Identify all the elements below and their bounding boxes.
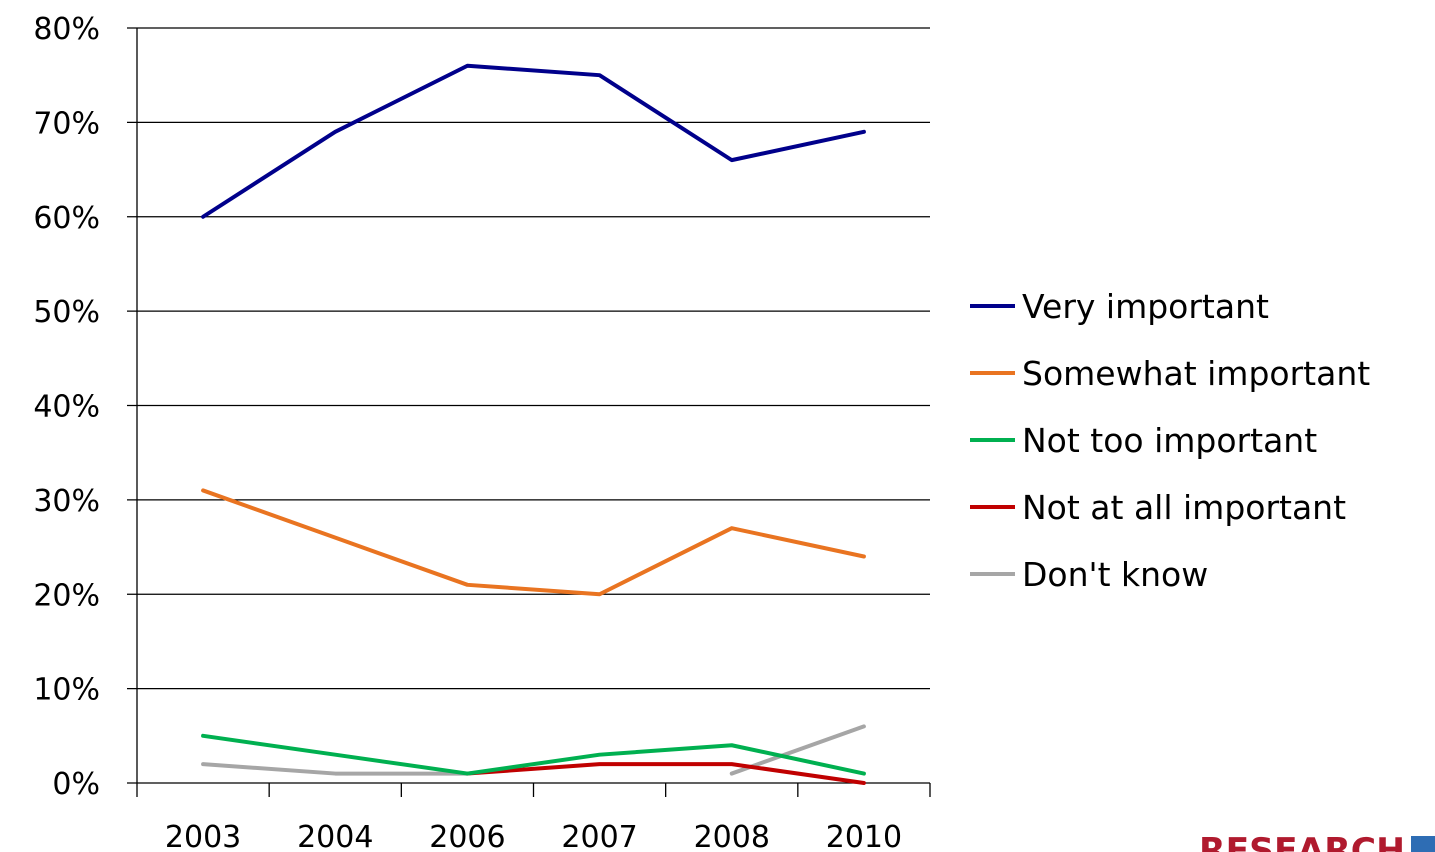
y-tick-label: 50% — [33, 295, 100, 330]
series-line-don-t-know — [201, 762, 470, 776]
legend: Very important Somewhat important Not too … — [970, 287, 1370, 594]
x-tick-label: 2006 — [429, 820, 505, 852]
x-tick-label: 2004 — [297, 820, 373, 852]
legend-label-not-at-all-important: Not at all important — [1022, 488, 1346, 527]
axes — [127, 28, 931, 797]
y-tick-label: 40% — [33, 390, 100, 425]
y-tick-label: 10% — [33, 673, 100, 708]
y-tick-label: 70% — [33, 106, 100, 141]
x-tick-label: 2010 — [826, 820, 902, 852]
y-tick-label: 0% — [52, 767, 100, 802]
legend-label-not-too-important: Not too important — [1022, 421, 1317, 460]
series-line-not-at-all-important — [465, 762, 866, 785]
y-axis-tick-labels: 0% 10% 20% 30% 40% 50% 60% 70% 80% — [33, 12, 100, 802]
y-tick-label: 80% — [33, 12, 100, 47]
research-logo: RESEARCH — [1199, 831, 1435, 852]
legend-label-somewhat-important: Somewhat important — [1022, 354, 1370, 393]
logo-accent-block — [1411, 836, 1435, 852]
logo-text: RESEARCH — [1199, 831, 1405, 852]
x-tick-label: 2008 — [694, 820, 770, 852]
x-tick-label: 2003 — [165, 820, 241, 852]
series-line-very-important — [201, 63, 866, 219]
legend-label-don-t-know: Don't know — [1022, 555, 1208, 594]
x-tick-label: 2007 — [561, 820, 637, 852]
series-lines — [201, 63, 866, 785]
legend-label-very-important: Very important — [1022, 287, 1269, 326]
gridlines — [127, 27, 930, 690]
y-tick-label: 20% — [33, 578, 100, 613]
x-axis-tick-labels: 2003 2004 2006 2007 2008 2010 — [165, 820, 902, 852]
y-tick-label: 60% — [33, 201, 100, 236]
series-line-somewhat-important — [201, 488, 866, 597]
series-line-not-too-important — [201, 733, 866, 776]
y-tick-label: 30% — [33, 484, 100, 519]
